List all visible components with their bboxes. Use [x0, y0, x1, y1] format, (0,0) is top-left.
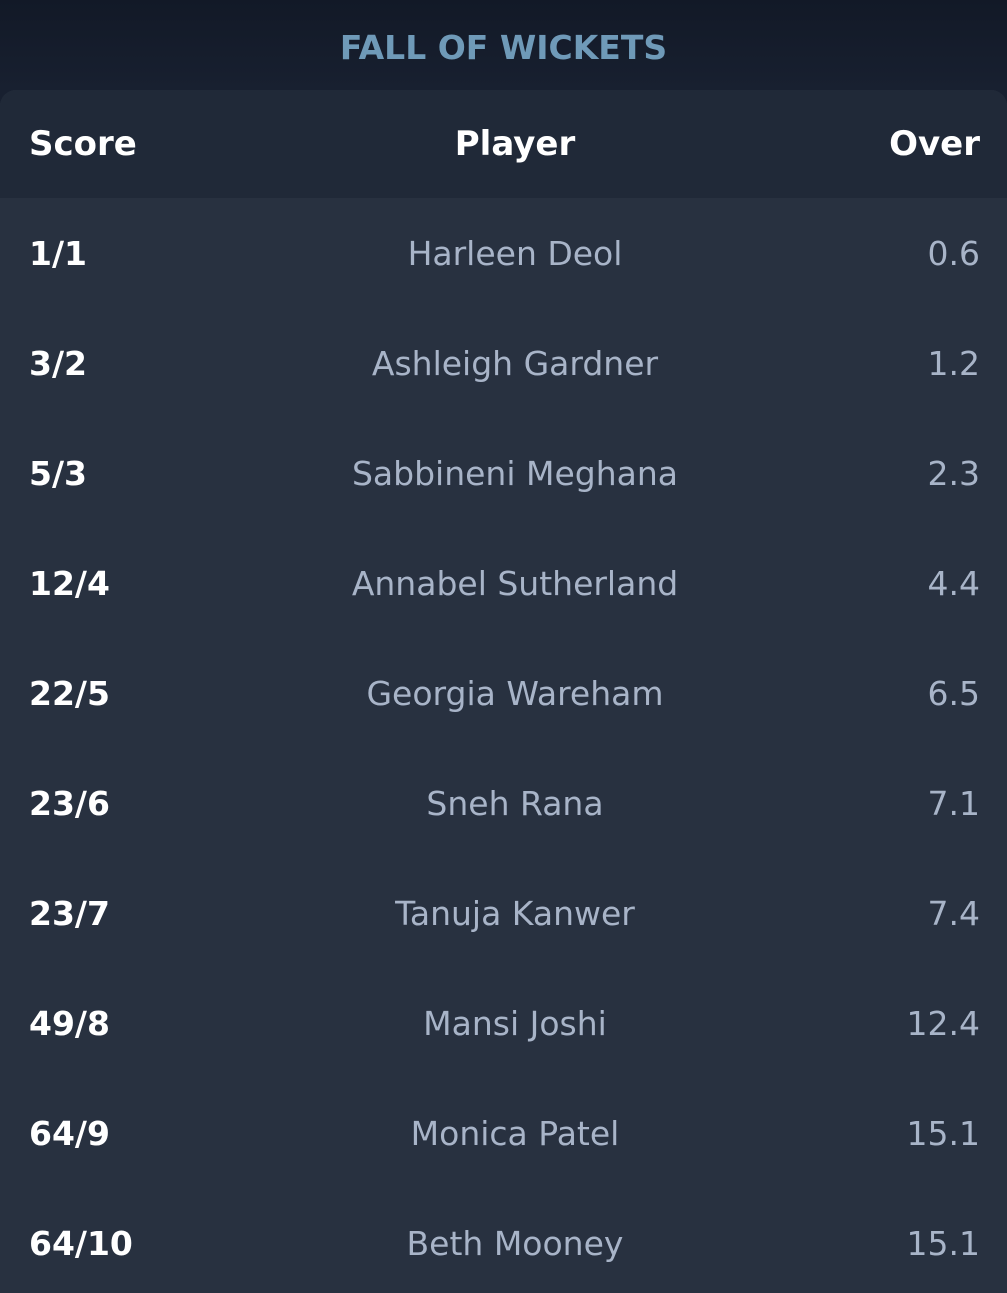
score-cell: 64/9	[29, 1113, 110, 1153]
over-cell: 0.6	[927, 233, 980, 273]
player-cell: Harleen Deol	[407, 233, 623, 273]
table-row: 64/9 Monica Patel 15.1	[0, 1078, 1007, 1188]
over-cell: 15.1	[906, 1223, 980, 1263]
table-header: Score Player Over	[0, 90, 1007, 198]
score-cell: 49/8	[29, 1003, 110, 1043]
score-cell: 22/5	[29, 673, 110, 713]
score-cell: 5/3	[29, 453, 87, 493]
score-cell: 23/6	[29, 783, 110, 823]
player-cell: Beth Mooney	[406, 1223, 624, 1263]
table-row: 64/10 Beth Mooney 15.1	[0, 1188, 1007, 1293]
player-column-header: Player	[454, 124, 576, 164]
score-cell: 23/7	[29, 893, 110, 933]
over-cell: 12.4	[906, 1003, 980, 1043]
over-cell: 1.2	[927, 343, 980, 383]
table-row: 49/8 Mansi Joshi 12.4	[0, 968, 1007, 1078]
player-cell: Annabel Sutherland	[351, 563, 679, 603]
table-row: 23/7 Tanuja Kanwer 7.4	[0, 858, 1007, 968]
player-cell: Monica Patel	[410, 1113, 620, 1153]
over-cell: 7.1	[927, 783, 980, 823]
fall-of-wickets-table: Score Player Over 1/1 Harleen Deol 0.6 3…	[0, 90, 1007, 1293]
over-cell: 4.4	[927, 563, 980, 603]
player-cell: Mansi Joshi	[423, 1003, 607, 1043]
over-cell: 2.3	[927, 453, 980, 493]
player-cell: Tanuja Kanwer	[395, 893, 635, 933]
table-row: 22/5 Georgia Wareham 6.5	[0, 638, 1007, 748]
player-cell: Georgia Wareham	[366, 673, 664, 713]
over-cell: 6.5	[927, 673, 980, 713]
table-row: 23/6 Sneh Rana 7.1	[0, 748, 1007, 858]
score-cell: 1/1	[29, 233, 87, 273]
player-cell: Sabbineni Meghana	[351, 453, 679, 493]
score-cell: 12/4	[29, 563, 110, 603]
score-column-header: Score	[29, 124, 137, 164]
player-cell: Ashleigh Gardner	[371, 343, 659, 383]
table-row: 12/4 Annabel Sutherland 4.4	[0, 528, 1007, 638]
table-row: 3/2 Ashleigh Gardner 1.2	[0, 308, 1007, 418]
table-row: 5/3 Sabbineni Meghana 2.3	[0, 418, 1007, 528]
section-title: FALL OF WICKETS	[339, 27, 668, 67]
score-cell: 64/10	[29, 1223, 133, 1263]
table-row: 1/1 Harleen Deol 0.6	[0, 198, 1007, 308]
over-cell: 7.4	[927, 893, 980, 933]
over-column-header: Over	[889, 124, 980, 164]
over-cell: 15.1	[906, 1113, 980, 1153]
player-cell: Sneh Rana	[426, 783, 604, 823]
table-body: 1/1 Harleen Deol 0.6 3/2 Ashleigh Gardne…	[0, 198, 1007, 1293]
score-cell: 3/2	[29, 343, 87, 383]
